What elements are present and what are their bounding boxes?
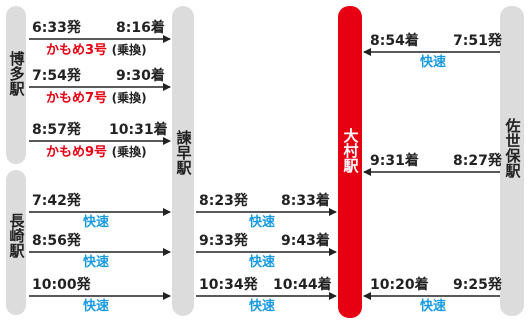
isahaya-pillar	[172, 6, 194, 316]
hakata-train-3: かもめ9号 (乗換)	[46, 145, 147, 160]
sasebo-arr-3: 10:20着	[370, 277, 429, 293]
sasebo-type-1: 快速	[420, 55, 447, 70]
sasebo-pillar	[500, 6, 524, 316]
nagasaki-type-3: 快速	[83, 299, 110, 314]
sasebo-arr-1: 8:54着	[370, 33, 419, 49]
hakata-train-2: かもめ7号 (乗換)	[46, 91, 147, 106]
station-isahaya: 諫早駅	[174, 130, 193, 175]
nagasaki-dep-3: 10:00発	[32, 277, 91, 293]
station-sasebo: 佐世保駅	[503, 118, 522, 178]
train-name: かもめ7号	[46, 91, 108, 106]
hakata-train-1: かもめ3号 (乗換)	[46, 43, 147, 58]
station-nagasaki: 長崎駅	[7, 213, 26, 258]
train-name: かもめ9号	[46, 145, 108, 160]
nagasaki-dep-2: 8:56発	[32, 233, 81, 249]
nagasaki-pillar	[6, 170, 26, 315]
station-hakata-label: 博多駅	[7, 51, 26, 96]
nagasaki-dep-1: 7:42発	[32, 193, 81, 209]
sasebo-dep-3: 9:25発	[453, 277, 502, 293]
train-name: かもめ3号	[46, 43, 108, 58]
transfer-note: (乗換)	[111, 43, 147, 57]
hakata-arr-2: 9:30着	[116, 68, 165, 84]
station-nagasaki-label: 長崎駅	[7, 213, 26, 258]
sasebo-type-3: 快速	[420, 299, 447, 314]
station-isahaya-label: 諫早駅	[174, 130, 193, 175]
isahaya-arr-1: 8:33着	[281, 193, 330, 209]
hakata-pillar	[6, 6, 26, 164]
hakata-dep-1: 6:33発	[32, 20, 81, 36]
isahaya-dep-3: 10:34発	[199, 277, 258, 293]
hakata-arr-3: 10:31着	[109, 122, 168, 138]
station-omura-label: 大村駅	[341, 128, 360, 173]
omura-pillar	[338, 6, 362, 318]
station-omura: 大村駅	[341, 128, 360, 173]
hakata-dep-3: 8:57発	[32, 122, 81, 138]
sasebo-dep-1: 7:51発	[453, 33, 502, 49]
transfer-note: (乗換)	[111, 91, 147, 105]
station-sasebo-label: 佐世保駅	[503, 118, 522, 178]
isahaya-type-3: 快速	[249, 299, 276, 314]
isahaya-type-1: 快速	[249, 215, 276, 230]
isahaya-dep-2: 9:33発	[199, 233, 248, 249]
isahaya-arr-2: 9:43着	[281, 233, 330, 249]
isahaya-arr-3: 10:44着	[273, 277, 332, 293]
station-hakata: 博多駅	[7, 51, 26, 96]
isahaya-type-2: 快速	[249, 255, 276, 270]
isahaya-dep-1: 8:23発	[199, 193, 248, 209]
sasebo-arr-2: 9:31着	[370, 153, 419, 169]
sasebo-dep-2: 8:27発	[453, 153, 502, 169]
hakata-arr-1: 8:16着	[116, 20, 165, 36]
nagasaki-type-2: 快速	[83, 255, 110, 270]
nagasaki-type-1: 快速	[83, 215, 110, 230]
hakata-dep-2: 7:54発	[32, 68, 81, 84]
transfer-note: (乗換)	[111, 145, 147, 159]
